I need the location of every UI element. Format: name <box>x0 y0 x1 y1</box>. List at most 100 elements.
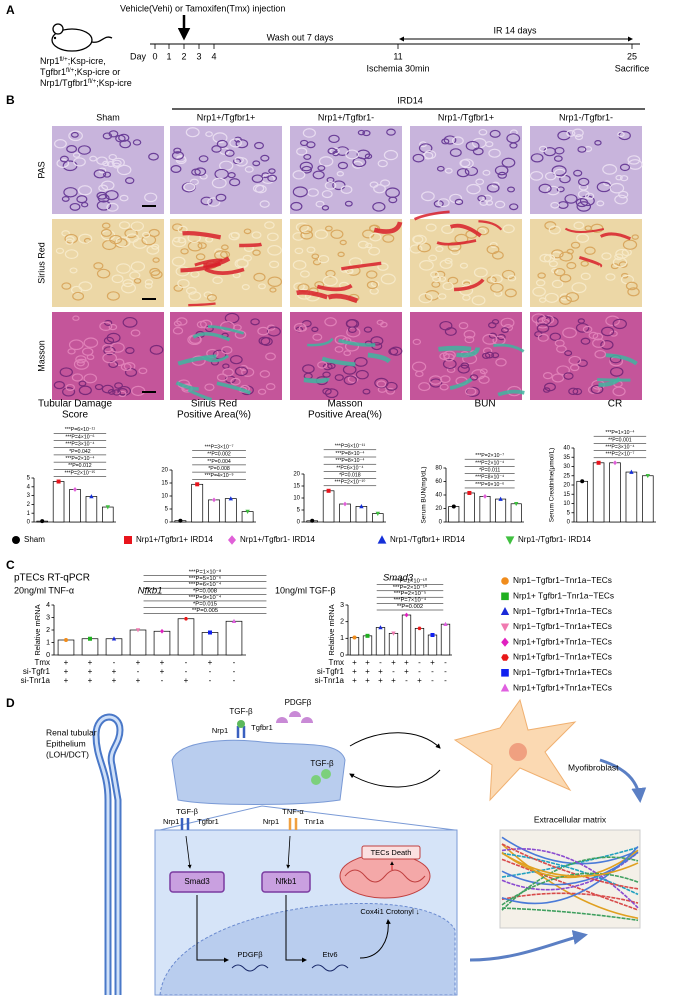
diagram-label: Smad3 <box>184 877 210 886</box>
tissue-cell <box>107 389 116 395</box>
tissue-cell <box>488 148 501 158</box>
tissue-cell <box>267 174 278 182</box>
condition-sign: + <box>64 667 69 676</box>
diagram-label: (LOH/DCT) <box>46 749 89 759</box>
tissue-cell <box>482 333 498 345</box>
tissue-cell <box>317 165 326 171</box>
tissue-cell <box>118 390 127 398</box>
fibrosis-streak <box>456 347 480 358</box>
tissue-cell <box>556 365 570 376</box>
tissue-cell <box>618 190 629 199</box>
tissue-cell <box>254 184 267 194</box>
tissue-cell <box>221 345 233 355</box>
tissue-cell <box>456 168 470 178</box>
tissue-cell <box>259 370 271 378</box>
tissue-cell <box>507 186 516 193</box>
tissue-cell <box>294 247 304 255</box>
bar <box>479 496 491 523</box>
tissue-cell <box>70 285 83 295</box>
tissue-cell <box>328 134 340 144</box>
tissue-cell <box>570 241 581 249</box>
bar <box>81 638 99 656</box>
tissue-cell <box>194 167 207 176</box>
tissue-cell <box>412 235 424 244</box>
tissue-cell <box>418 293 433 304</box>
tissue-cell <box>104 319 113 327</box>
tissue-cell <box>96 200 111 211</box>
bar-marker <box>417 626 422 631</box>
p-value: ***P=2×10⁻⁷ <box>475 453 504 459</box>
tissue-cell <box>198 155 209 163</box>
fibrosis-streak <box>180 261 222 273</box>
y-tick-label: 2 <box>340 619 344 626</box>
tissue-cell <box>234 136 242 143</box>
p-value: ***P=2×10⁻⁴ <box>65 456 94 462</box>
tissue-cell <box>603 180 611 187</box>
tissue-cell <box>462 294 471 301</box>
condition-sign: - <box>444 676 447 685</box>
tissue-cell <box>578 183 589 191</box>
receptor <box>180 818 190 830</box>
tissue-cell <box>479 199 489 206</box>
diagram-label: Tnr1a <box>304 817 324 826</box>
genotype: Nrp1/Tgfbr1fl/+;Ksp-icre <box>40 78 132 88</box>
tissue-cell <box>65 238 74 245</box>
tissue-cell <box>111 274 124 284</box>
bar-marker <box>498 496 503 501</box>
bar-marker <box>613 460 617 466</box>
fibrosis-streak <box>207 325 245 335</box>
tissue-cell <box>293 322 307 333</box>
bar <box>355 506 368 523</box>
tissue-cell <box>436 165 445 172</box>
tissue-cell <box>489 129 501 138</box>
sacrifice-label: Sacrifice <box>615 63 650 73</box>
tissue-cell <box>430 271 440 279</box>
diagram-label: Etv6 <box>322 950 337 959</box>
bar-marker <box>443 621 448 626</box>
tissue-cell <box>612 257 628 268</box>
bar <box>375 627 386 656</box>
tissue-cell <box>250 318 260 326</box>
epithelial-cell <box>171 739 346 805</box>
condition-sign: + <box>184 676 189 685</box>
bar <box>153 630 171 656</box>
tissue-cell <box>366 270 378 279</box>
condition-sign: - <box>431 676 434 685</box>
bar <box>642 475 654 523</box>
tissue-cell <box>83 337 99 348</box>
tissue-cell <box>570 364 580 372</box>
tissue-cell <box>83 373 98 384</box>
y-tick-label: 20 <box>563 483 570 489</box>
tissue-cell <box>439 375 451 384</box>
tissue-cell <box>438 276 447 282</box>
p-value: ***P=3×10⁻⁷ <box>205 444 234 450</box>
condition-sign: + <box>136 658 141 667</box>
condition-sign: + <box>112 676 117 685</box>
tissue-cell <box>605 315 620 327</box>
condition-name: Tmx <box>328 658 344 667</box>
p-value: ***P=7×10⁻⁴ <box>394 597 427 604</box>
histology-image <box>530 219 642 307</box>
tissue-cell <box>116 263 131 274</box>
tissue-cell <box>229 355 243 365</box>
legend-marker <box>500 607 510 616</box>
pdgf-ligand <box>289 711 301 717</box>
panel-label: C <box>6 558 15 572</box>
bar-marker <box>160 628 164 634</box>
tissue-cell <box>61 282 72 290</box>
tissue-cell <box>176 317 188 326</box>
tissue-cell <box>330 229 344 239</box>
tissue-cell <box>229 138 242 148</box>
tissue-cell <box>108 153 117 161</box>
treatment-label: 20ng/ml TNF-α <box>14 585 74 595</box>
tissue-cell <box>130 261 146 272</box>
tissue-cell <box>220 250 231 259</box>
tissue-cell <box>582 325 593 333</box>
tissue-cell <box>494 200 506 209</box>
bar <box>362 635 373 656</box>
tissue-cell <box>66 145 78 153</box>
tissue-cell <box>531 313 546 324</box>
y-tick-label: 0 <box>27 520 31 526</box>
tissue-cell <box>132 238 148 249</box>
tissue-cell <box>260 154 270 162</box>
